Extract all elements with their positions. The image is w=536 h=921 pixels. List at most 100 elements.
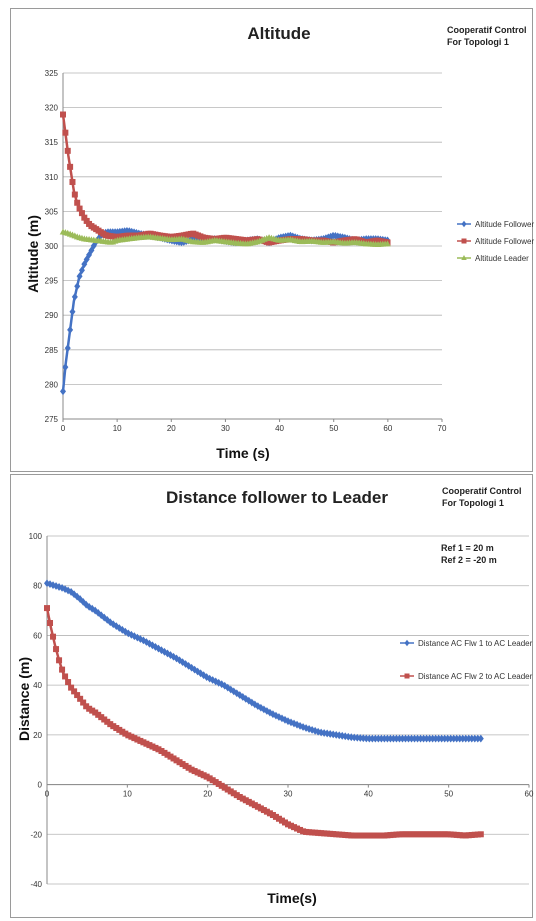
data-point [215,780,222,787]
data-point [206,775,213,782]
data-point [59,583,66,592]
data-point [60,111,66,118]
data-point [83,703,90,710]
y-tick-label: 295 [45,277,59,286]
series-2 [60,111,391,246]
data-point [67,326,74,334]
series-layer [44,579,484,839]
data-point [459,832,466,839]
x-tick-label: 30 [284,790,293,799]
legend-label: Distance AC Flw 2 to AC Leader [418,672,533,681]
data-point [278,817,285,824]
data-point [128,630,135,639]
legend-label: Altitude Follower 1 [475,237,536,246]
y-tick-label: 320 [45,104,59,113]
data-point [315,727,322,736]
data-point [468,734,475,743]
legend-label: Altitude Follower 2 [475,220,536,229]
data-point [101,716,108,723]
data-point [303,828,310,835]
data-point [432,734,439,743]
data-point [254,803,261,810]
data-point [414,831,421,838]
data-point [233,792,240,799]
series-3 [59,228,391,247]
y-tick-label: 60 [33,631,42,640]
data-point [197,770,204,777]
data-point [414,734,421,743]
data-point [62,673,69,680]
data-point [188,766,195,773]
data-point [113,725,120,732]
data-point [275,815,282,822]
data-point [95,711,102,718]
data-point [450,831,457,838]
y-tick-label: 325 [45,69,59,78]
data-point [441,734,448,743]
data-point [465,832,472,839]
data-point [285,821,291,828]
data-point [152,744,159,751]
data-point [381,832,388,839]
data-point [384,734,391,743]
data-point [146,742,153,749]
data-point [78,210,85,217]
chart-note-line-1: Cooperatif Control [442,486,522,496]
data-point [333,831,340,838]
data-point [86,705,93,712]
data-point [67,163,74,170]
y-axis-title: Distance (m) [16,657,32,741]
data-point [348,832,355,839]
data-point [441,831,448,838]
data-point [369,832,376,839]
data-point [89,604,96,613]
data-point [64,344,71,352]
data-point [191,768,198,775]
altitude-chart-panel: Altitude Cooperatif Control For Topologi… [10,8,536,472]
grid [46,535,530,885]
data-point [408,831,415,838]
data-point [185,764,192,771]
legend: Distance AC Flw 1 to AC Leader Distance A… [400,639,533,681]
data-point [396,831,403,838]
data-point [194,769,201,776]
data-point [143,740,150,747]
data-point [387,832,394,839]
data-point [408,734,415,743]
data-point [107,618,114,627]
data-point [71,191,78,198]
data-point [137,737,144,744]
data-point [107,721,114,728]
data-point [447,734,454,743]
y-axis-title: Altitude (m) [25,215,41,293]
data-point [266,810,273,817]
data-point [471,831,478,838]
data-point [351,832,358,839]
x-tick-label: 0 [45,790,50,799]
data-point [209,676,216,684]
y-tick-label: 275 [45,415,59,424]
data-point [71,688,78,695]
chart-note-line-2: For Topologi 1 [442,498,504,508]
data-point [224,786,231,793]
data-point [83,600,90,609]
data-point [236,794,243,800]
data-point [444,831,451,838]
data-point [158,748,165,755]
data-point [125,732,132,739]
data-point [399,831,406,838]
data-point [170,755,177,762]
x-tick-label: 60 [383,424,392,433]
reference-line-2: Ref 2 = -20 m [441,555,497,565]
data-point [81,214,88,221]
data-point [86,250,93,259]
data-point [306,829,313,836]
chart-title: Distance follower to Leader [166,488,388,507]
data-point [447,831,454,838]
data-point [393,734,400,743]
grid [62,72,443,422]
data-point [110,723,117,730]
data-point [236,691,243,699]
data-point [468,831,475,838]
x-tick-label: 40 [275,424,284,433]
